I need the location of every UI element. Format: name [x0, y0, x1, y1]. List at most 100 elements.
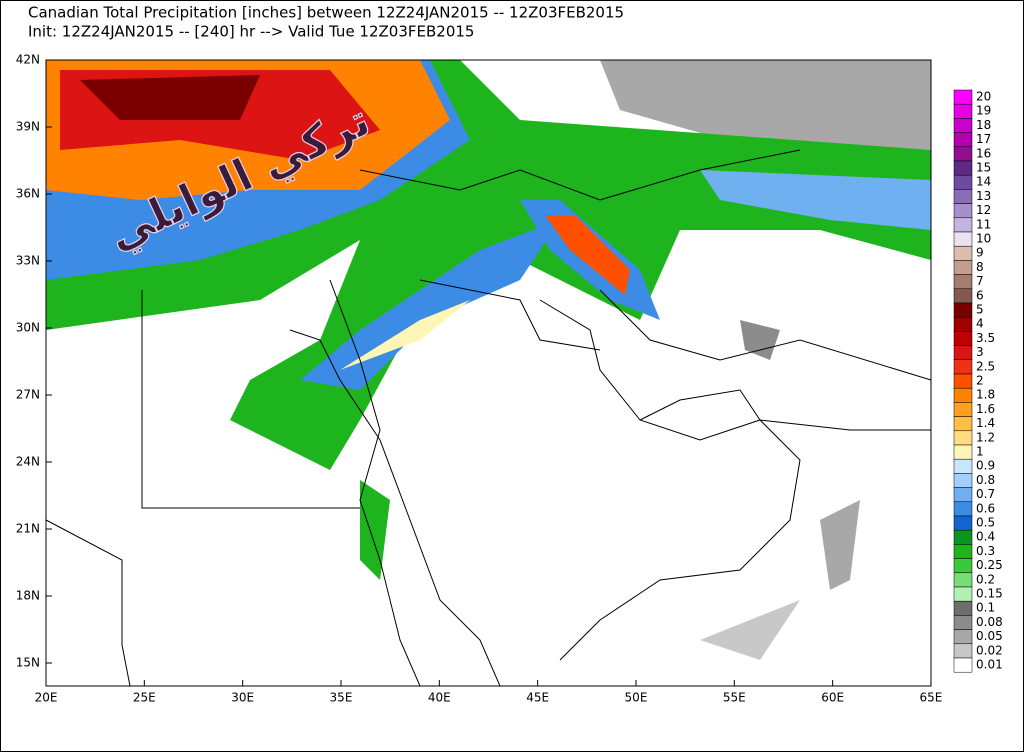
colorbar-label: 20	[976, 90, 991, 104]
colorbar-label: 0.01	[976, 658, 1003, 672]
lon-label: 25E	[133, 691, 156, 705]
lat-label: 18N	[16, 589, 40, 603]
colorbar-swatch	[953, 444, 973, 460]
lon-label: 35E	[330, 691, 353, 705]
colorbar-swatch	[953, 231, 973, 247]
colorbar-swatch	[953, 515, 973, 531]
colorbar-label: 0.15	[976, 587, 1003, 601]
colorbar-label: 0.2	[976, 572, 995, 586]
lon-label: 30E	[231, 691, 254, 705]
colorbar-swatch	[953, 600, 973, 616]
colorbar-label: 14	[976, 175, 991, 189]
colorbar-swatch	[953, 189, 973, 204]
colorbar-swatch	[953, 359, 973, 375]
lat-label: 39N	[16, 120, 40, 134]
colorbar-label: 1	[976, 445, 984, 459]
colorbar-swatch	[953, 203, 973, 219]
colorbar-swatch	[953, 430, 973, 446]
colorbar-label: 8	[976, 260, 984, 274]
colorbar-label: 19	[976, 104, 991, 118]
title-line1: Canadian Total Precipitation [inches] be…	[28, 4, 624, 22]
colorbar-swatch	[953, 544, 973, 559]
lat-label: 27N	[16, 388, 40, 402]
colorbar-swatch	[953, 615, 973, 630]
lat-label: 42N	[16, 53, 40, 67]
colorbar-swatch	[953, 373, 973, 389]
colorbar-label: 17	[976, 132, 991, 146]
colorbar-label: 5	[976, 303, 984, 317]
colorbar-swatch	[953, 629, 973, 645]
lat-label: 15N	[16, 656, 40, 670]
lon-label: 65E	[920, 691, 943, 705]
colorbar-label: 0.05	[976, 629, 1003, 643]
colorbar-label: 0.25	[976, 558, 1003, 572]
colorbar-label: 1.2	[976, 430, 995, 444]
colorbar-swatch	[953, 146, 973, 162]
map-frame	[45, 59, 932, 687]
colorbar-swatch	[953, 302, 973, 318]
colorbar-label: 10	[976, 232, 991, 246]
lon-label: 20E	[35, 691, 58, 705]
colorbar-label: 0.5	[976, 516, 995, 530]
lon-label: 45E	[526, 691, 549, 705]
colorbar-label: 0.02	[976, 643, 1003, 657]
colorbar-swatch	[953, 260, 973, 275]
lon-label: 40E	[428, 691, 451, 705]
colorbar-swatch	[953, 316, 973, 332]
title-line2: Init: 12Z24JAN2015 -- [240] hr --> Valid…	[28, 23, 474, 41]
colorbar-label: 3	[976, 345, 984, 359]
colorbar-swatch	[953, 274, 973, 290]
colorbar-swatch	[953, 345, 973, 361]
colorbar-swatch	[953, 487, 973, 503]
colorbar-swatch	[953, 558, 973, 574]
colorbar-swatch	[953, 458, 973, 474]
colorbar-label: 1.6	[976, 402, 995, 416]
colorbar-label: 15	[976, 161, 991, 175]
colorbar-swatch	[953, 288, 973, 304]
colorbar-label: 2.5	[976, 359, 995, 373]
colorbar-label: 0.8	[976, 473, 995, 487]
lat-label: 24N	[16, 455, 40, 469]
colorbar-label: 0.6	[976, 501, 995, 515]
colorbar-label: 0.08	[976, 615, 1003, 629]
colorbar: 20191817161514131211109876543.532.521.81…	[953, 89, 1003, 673]
colorbar-swatch	[953, 529, 973, 545]
colorbar-label: 2	[976, 374, 984, 388]
lon-label: 50E	[625, 691, 648, 705]
colorbar-swatch	[953, 132, 973, 148]
colorbar-label: 0.7	[976, 487, 995, 501]
lat-label: 33N	[16, 254, 40, 268]
colorbar-label: 18	[976, 118, 991, 132]
colorbar-label: 9	[976, 246, 984, 260]
lon-label: 60E	[821, 691, 844, 705]
colorbar-label: 16	[976, 146, 991, 160]
colorbar-swatch	[953, 586, 973, 602]
lat-label: 21N	[16, 522, 40, 536]
axes: 42N 39N 36N 33N 30N 27N 24N 21N 18N 15N 20E 25E 30E 3…	[16, 53, 943, 705]
colorbar-label: 1.8	[976, 388, 995, 402]
colorbar-swatch	[953, 331, 973, 346]
colorbar-swatch	[953, 643, 973, 659]
colorbar-swatch	[953, 501, 973, 517]
colorbar-label: 0.9	[976, 459, 995, 473]
colorbar-swatch	[953, 217, 973, 233]
colorbar-swatch	[953, 416, 973, 432]
colorbar-label: 0.1	[976, 601, 995, 615]
colorbar-label: 6	[976, 288, 984, 302]
colorbar-swatch	[953, 657, 973, 673]
colorbar-swatch	[953, 160, 973, 176]
colorbar-label: 3.5	[976, 331, 995, 345]
colorbar-label: 13	[976, 189, 991, 203]
colorbar-swatch	[953, 89, 973, 105]
colorbar-label: 12	[976, 203, 991, 217]
colorbar-swatch	[953, 103, 973, 119]
colorbar-swatch	[953, 572, 973, 588]
colorbar-swatch	[953, 118, 973, 133]
colorbar-swatch	[953, 387, 973, 403]
colorbar-label: 11	[976, 217, 991, 231]
precip-field	[46, 60, 931, 686]
lat-label: 36N	[16, 187, 40, 201]
colorbar-swatch	[953, 473, 973, 488]
lon-label: 55E	[723, 691, 746, 705]
colorbar-label: 1.4	[976, 416, 995, 430]
